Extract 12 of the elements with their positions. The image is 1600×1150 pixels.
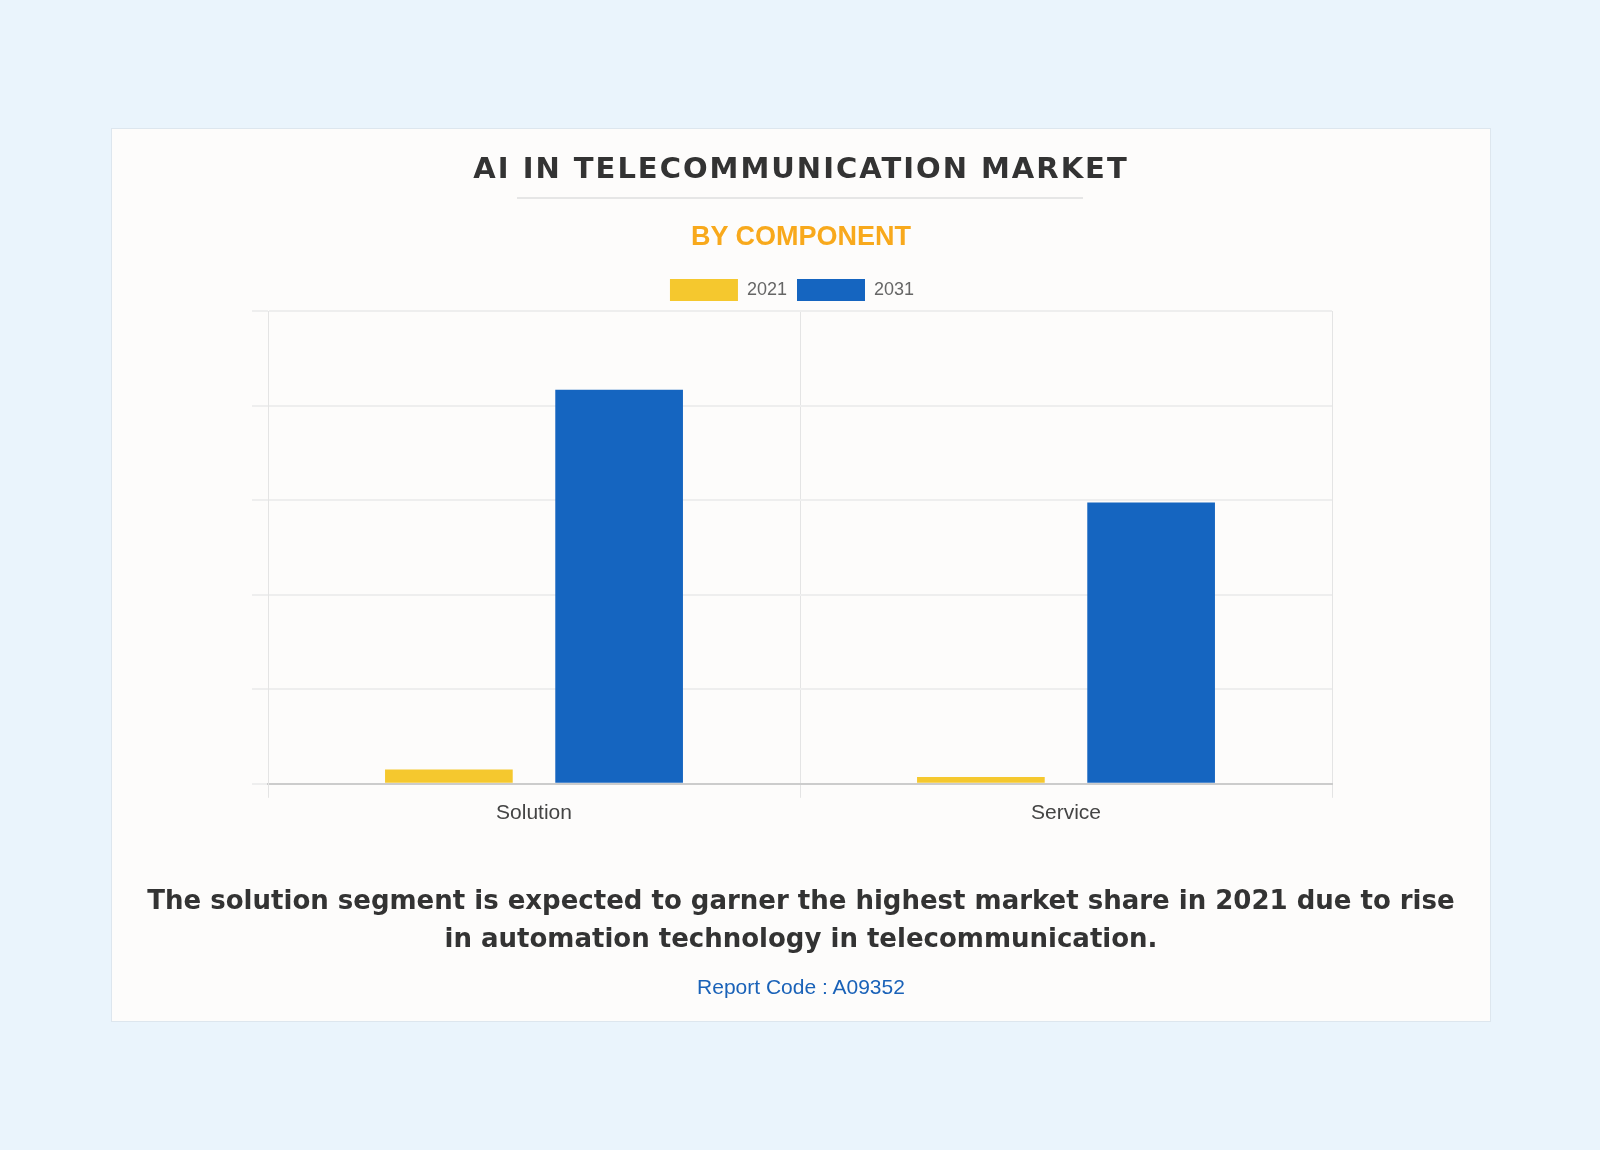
x-tick-label: Solution [496,800,572,824]
bar [917,777,1045,783]
bar [555,389,683,783]
text: The solution segment is expected to garner the highest market share in 2021 due to rise in automation technology in telecommunication. [146,884,1456,955]
chart-subtitle: BY COMPONENT [690,221,912,252]
legend-label: 2021 [746,278,787,299]
bar [1087,502,1215,783]
x-tick-label: Service [1030,800,1102,824]
chart-title: AI IN TELECOMMUNICATION MARKET [472,151,1130,185]
text: Report Code : A09352 [696,975,906,999]
bar [385,769,513,783]
legend-label: 2031 [874,278,915,299]
